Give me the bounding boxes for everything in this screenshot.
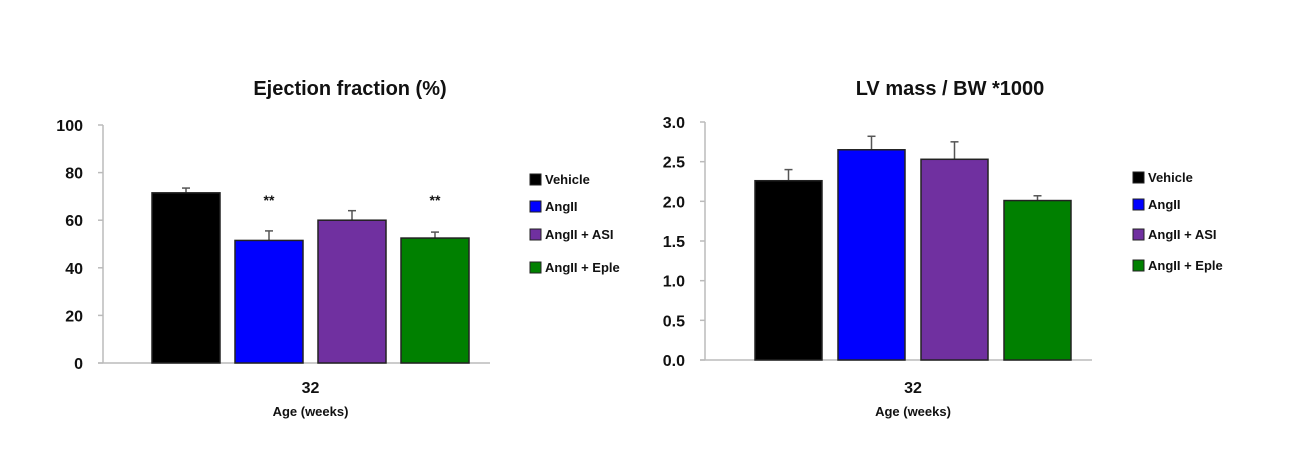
y-tick-label: 2.5	[663, 155, 685, 172]
bar-angii-eple	[1003, 199, 1072, 361]
legend-label: AngII + ASI	[545, 227, 614, 242]
legend-label: AngII + Eple	[545, 260, 620, 275]
y-tick-label: 1.5	[663, 234, 685, 251]
x-category-label: 32	[302, 380, 320, 397]
y-tick-label: 2.0	[663, 194, 685, 211]
chart-0: Ejection fraction (%) 0 20 40 60 80 100 Vehicle…	[56, 78, 619, 419]
legend-swatch	[1132, 259, 1145, 272]
y-tick-label: 60	[65, 213, 83, 230]
legend-swatch	[529, 173, 542, 186]
legend-label: Vehicle	[545, 172, 590, 187]
y-tick-label: 40	[65, 261, 83, 278]
y-tick-label: 20	[65, 308, 83, 325]
legend-swatch	[529, 261, 542, 274]
legend-label: AngII	[1148, 197, 1181, 212]
y-tick-label: 0.5	[663, 313, 685, 330]
significance-label: **	[264, 192, 275, 208]
legend-label: AngII + ASI	[1148, 227, 1217, 242]
legend-label: AngII + Eple	[1148, 258, 1223, 273]
y-tick-label: 100	[56, 118, 83, 135]
bar-vehicle	[151, 192, 221, 364]
bar-angii-asi	[920, 158, 989, 361]
y-tick-label: 0	[74, 356, 83, 373]
y-tick-label: 0.0	[663, 353, 685, 370]
legend-swatch	[529, 200, 542, 213]
x-axis-title: Age (weeks)	[273, 404, 349, 419]
y-tick-label: 3.0	[663, 115, 685, 132]
bar-vehicle	[754, 179, 823, 361]
x-category-label: 32	[904, 380, 922, 397]
chart-1: LV mass / BW *1000 0.0 0.5 1.0 1.5 2.0 2.5 3.0 V…	[663, 78, 1223, 419]
significance-label: **	[430, 192, 441, 208]
chart-title: Ejection fraction (%)	[253, 78, 446, 100]
legend-swatch	[1132, 198, 1145, 211]
chart-title: LV mass / BW *1000	[856, 78, 1045, 100]
bar-angii	[837, 149, 906, 361]
y-tick-label: 1.0	[663, 274, 685, 291]
legend-label: Vehicle	[1148, 170, 1193, 185]
bar-angii-asi	[317, 219, 387, 364]
legend-swatch	[1132, 228, 1145, 241]
y-tick-label: 80	[65, 166, 83, 183]
bar-angii-eple	[400, 237, 470, 364]
x-axis-title: Age (weeks)	[875, 404, 951, 419]
legend-swatch	[529, 228, 542, 241]
legend-label: AngII	[545, 199, 578, 214]
bar-angii	[234, 239, 304, 364]
legend-swatch	[1132, 171, 1145, 184]
